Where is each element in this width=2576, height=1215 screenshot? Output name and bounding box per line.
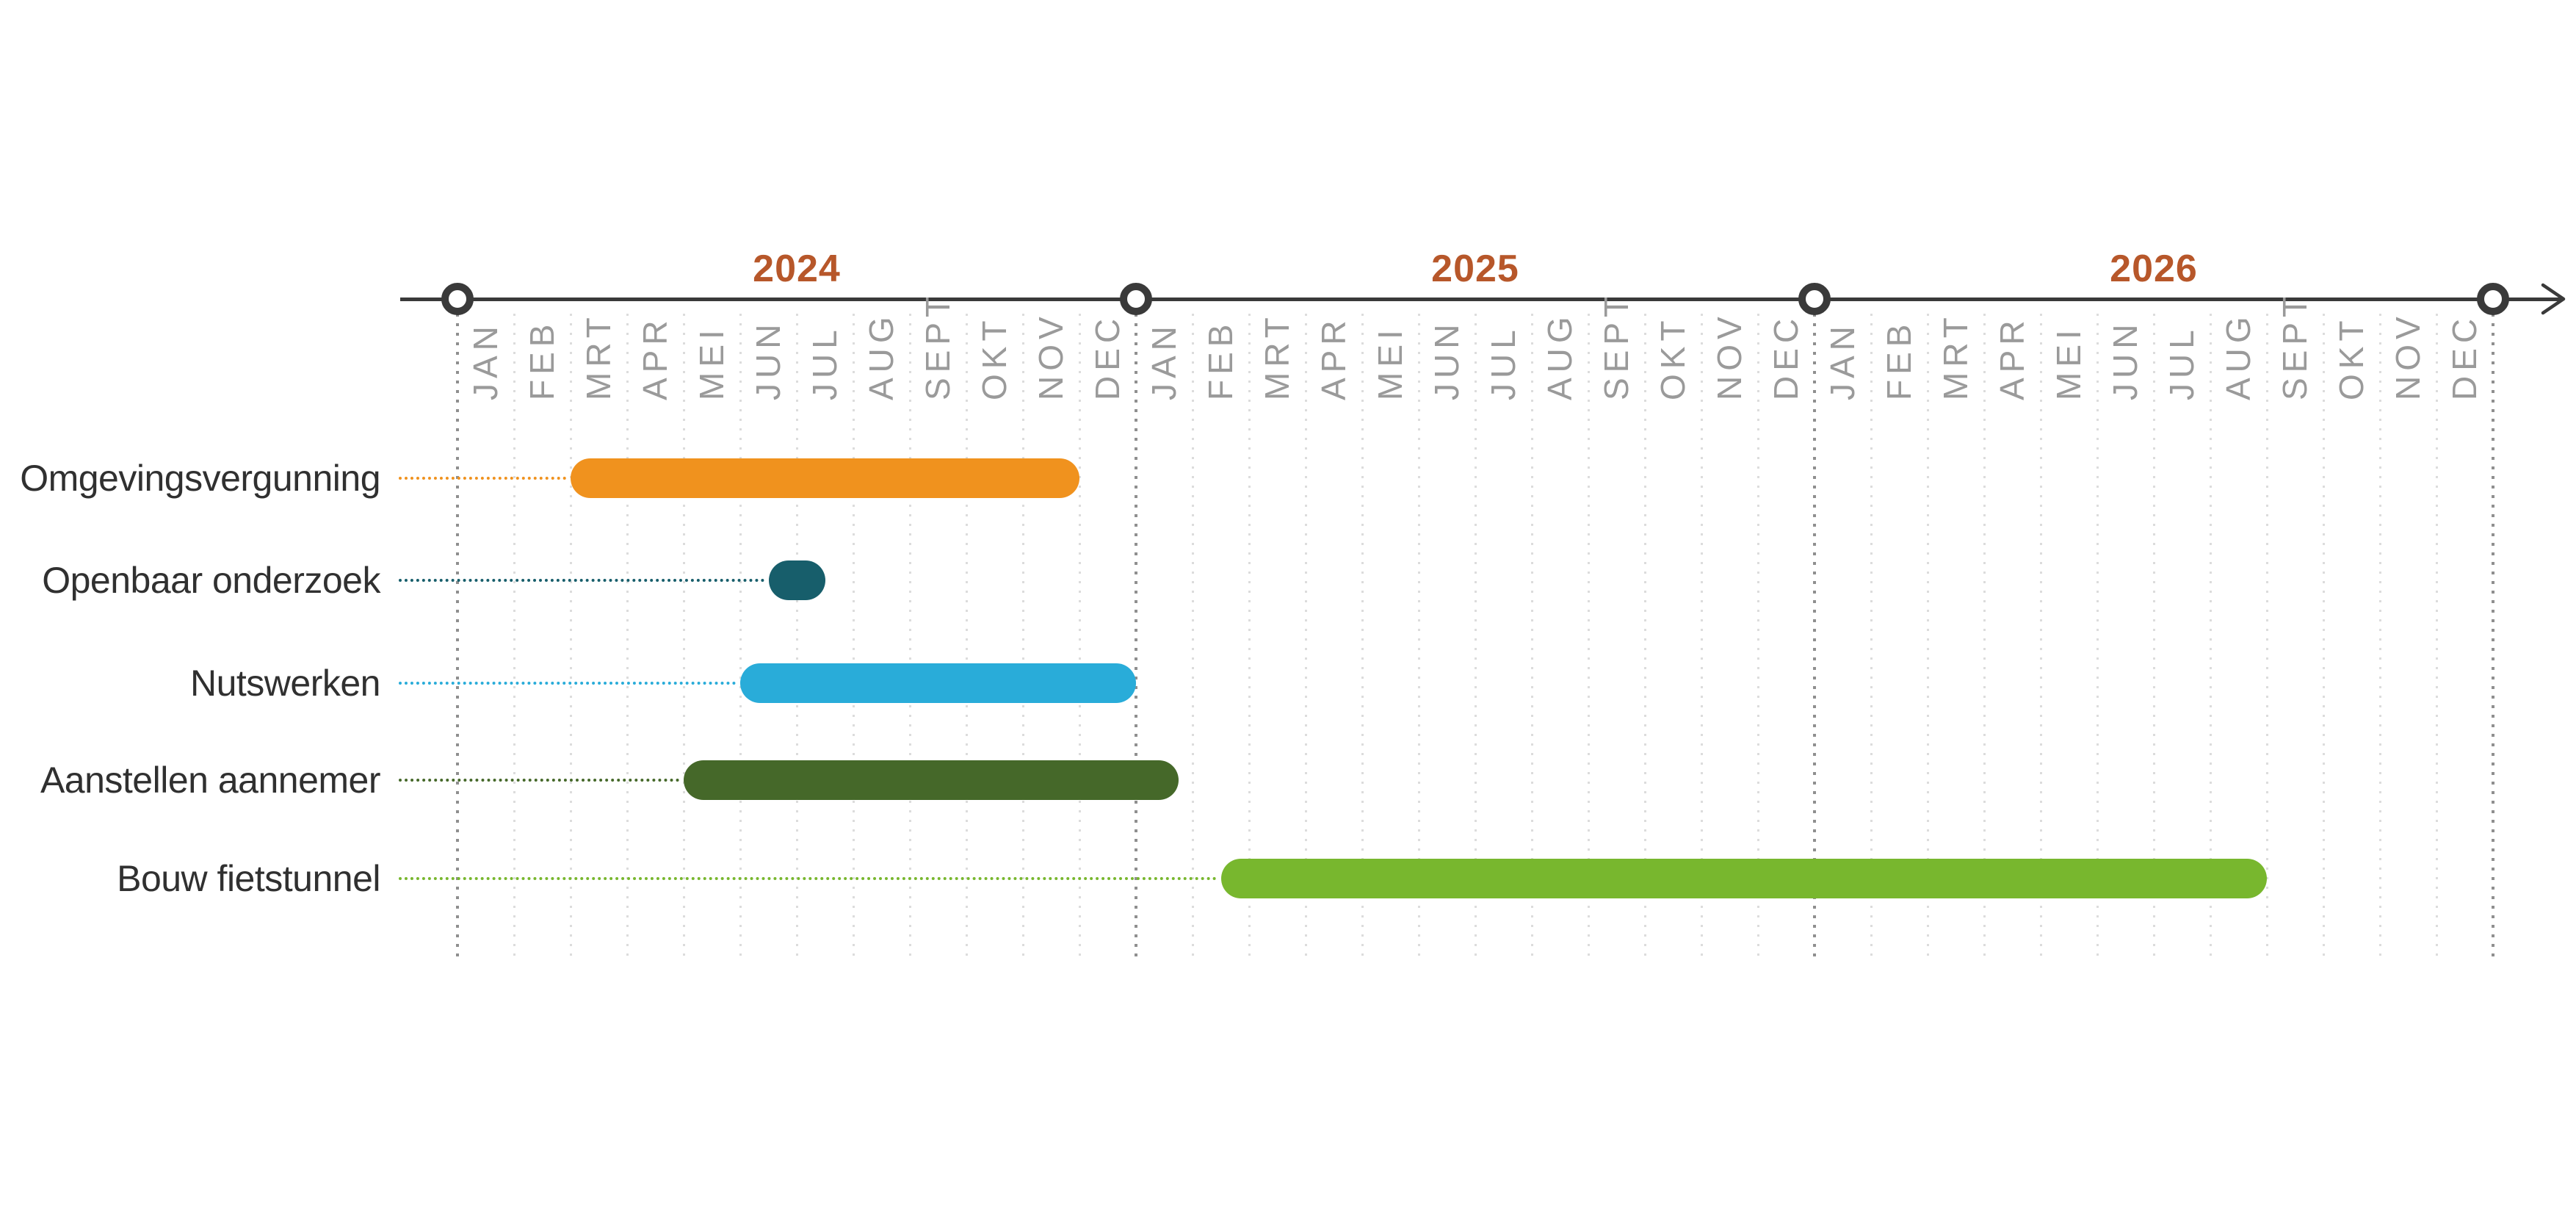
task-label: Openbaar onderzoek — [42, 560, 380, 601]
task-bar — [740, 663, 1136, 703]
month-tick-label: APR — [636, 315, 674, 400]
year-gridline — [1135, 314, 1137, 959]
month-tick-label: MRT — [1258, 312, 1296, 400]
month-tick-label: AUG — [2219, 311, 2257, 400]
month-tick-label: FEB — [523, 319, 561, 400]
task-label: Omgevingsvergunning — [20, 458, 380, 499]
month-tick-label: JUL — [1484, 325, 1522, 400]
month-tick-label: APR — [1314, 315, 1353, 400]
month-gridline — [569, 314, 572, 959]
year-label: 2024 — [753, 248, 841, 290]
month-tick-label: AUG — [1541, 311, 1579, 400]
year-marker-circle — [2477, 283, 2509, 315]
month-tick-label: OKT — [1654, 315, 1692, 400]
task-bar — [768, 560, 825, 600]
month-gridline — [1417, 314, 1420, 959]
month-tick-label: OKT — [975, 315, 1013, 400]
month-gridline — [1191, 314, 1194, 959]
task-label: Bouw fietstunnel — [117, 858, 380, 899]
month-gridline — [1700, 314, 1703, 959]
year-gridline — [1813, 314, 1816, 959]
task-label: Aanstellen aannemer — [40, 760, 381, 801]
month-tick-label: DEC — [2445, 313, 2483, 400]
month-gridline — [626, 314, 629, 959]
task-bar — [684, 760, 1179, 800]
month-gridline — [1983, 314, 1986, 959]
month-gridline — [1643, 314, 1646, 959]
year-gridline — [456, 314, 459, 959]
month-gridline — [2096, 314, 2099, 959]
task-leader-line — [399, 877, 1217, 880]
month-gridline — [1587, 314, 1590, 959]
month-gridline — [795, 314, 798, 959]
month-gridline — [1248, 314, 1251, 959]
month-gridline — [908, 314, 911, 959]
month-tick-label: JAN — [1823, 321, 1862, 400]
month-gridline — [2435, 314, 2438, 959]
month-tick-label: OKT — [2332, 315, 2370, 400]
month-gridline — [2039, 314, 2042, 959]
task-leader-line — [399, 579, 764, 582]
month-tick-label: FEB — [1201, 319, 1240, 400]
month-tick-label: JUL — [2163, 325, 2201, 400]
month-tick-label: MEI — [692, 325, 731, 400]
month-gridline — [2152, 314, 2155, 959]
year-marker-circle — [441, 283, 474, 315]
month-gridline — [682, 314, 685, 959]
month-gridline — [1474, 314, 1477, 959]
month-gridline — [1756, 314, 1759, 959]
task-leader-line — [399, 477, 566, 480]
month-gridline — [1926, 314, 1929, 959]
month-gridline — [739, 314, 742, 959]
month-gridline — [2378, 314, 2381, 959]
month-gridline — [513, 314, 515, 959]
month-gridline — [1304, 314, 1307, 959]
month-gridline — [852, 314, 855, 959]
task-label: Nutswerken — [190, 663, 381, 704]
month-tick-label: AUG — [862, 311, 900, 400]
month-tick-label: MEI — [1371, 325, 1409, 400]
year-gridline — [2492, 314, 2494, 959]
month-tick-label: JUL — [806, 325, 844, 400]
month-tick-label: SEPT — [1597, 291, 1635, 400]
month-tick-label: MEI — [2049, 325, 2088, 400]
axis-arrow-icon — [2541, 283, 2566, 315]
month-tick-label: JAN — [1145, 321, 1183, 400]
month-tick-label: DEC — [1767, 313, 1805, 400]
month-tick-label: JUN — [749, 319, 787, 400]
month-tick-label: APR — [1993, 315, 2031, 400]
month-gridline — [1361, 314, 1364, 959]
task-bar — [1220, 859, 2267, 898]
task-leader-line — [399, 682, 736, 685]
task-bar — [571, 458, 1079, 498]
month-gridline — [2265, 314, 2268, 959]
month-gridline — [2322, 314, 2325, 959]
month-gridline — [1021, 314, 1024, 959]
month-tick-label: NOV — [2389, 311, 2427, 400]
month-tick-label: MRT — [1936, 312, 1975, 400]
month-tick-label: SEPT — [2276, 291, 2314, 400]
year-label: 2026 — [2110, 248, 2198, 290]
month-gridline — [2209, 314, 2212, 959]
timeline-axis — [400, 298, 2561, 301]
month-tick-label: JUN — [2106, 319, 2144, 400]
month-gridline — [1870, 314, 1873, 959]
year-marker-circle — [1120, 283, 1152, 315]
task-leader-line — [399, 779, 679, 782]
month-tick-label: MRT — [579, 312, 618, 400]
month-tick-label: NOV — [1032, 311, 1070, 400]
year-marker-circle — [1798, 283, 1831, 315]
month-tick-label: FEB — [1880, 319, 1918, 400]
month-tick-label: SEPT — [919, 291, 957, 400]
month-tick-label: JAN — [466, 321, 504, 400]
month-tick-label: NOV — [1710, 311, 1748, 400]
year-label: 2025 — [1431, 248, 1519, 290]
month-gridline — [965, 314, 968, 959]
month-gridline — [1530, 314, 1533, 959]
month-tick-label: JUN — [1428, 319, 1466, 400]
month-tick-label: DEC — [1088, 313, 1126, 400]
month-gridline — [1078, 314, 1081, 959]
